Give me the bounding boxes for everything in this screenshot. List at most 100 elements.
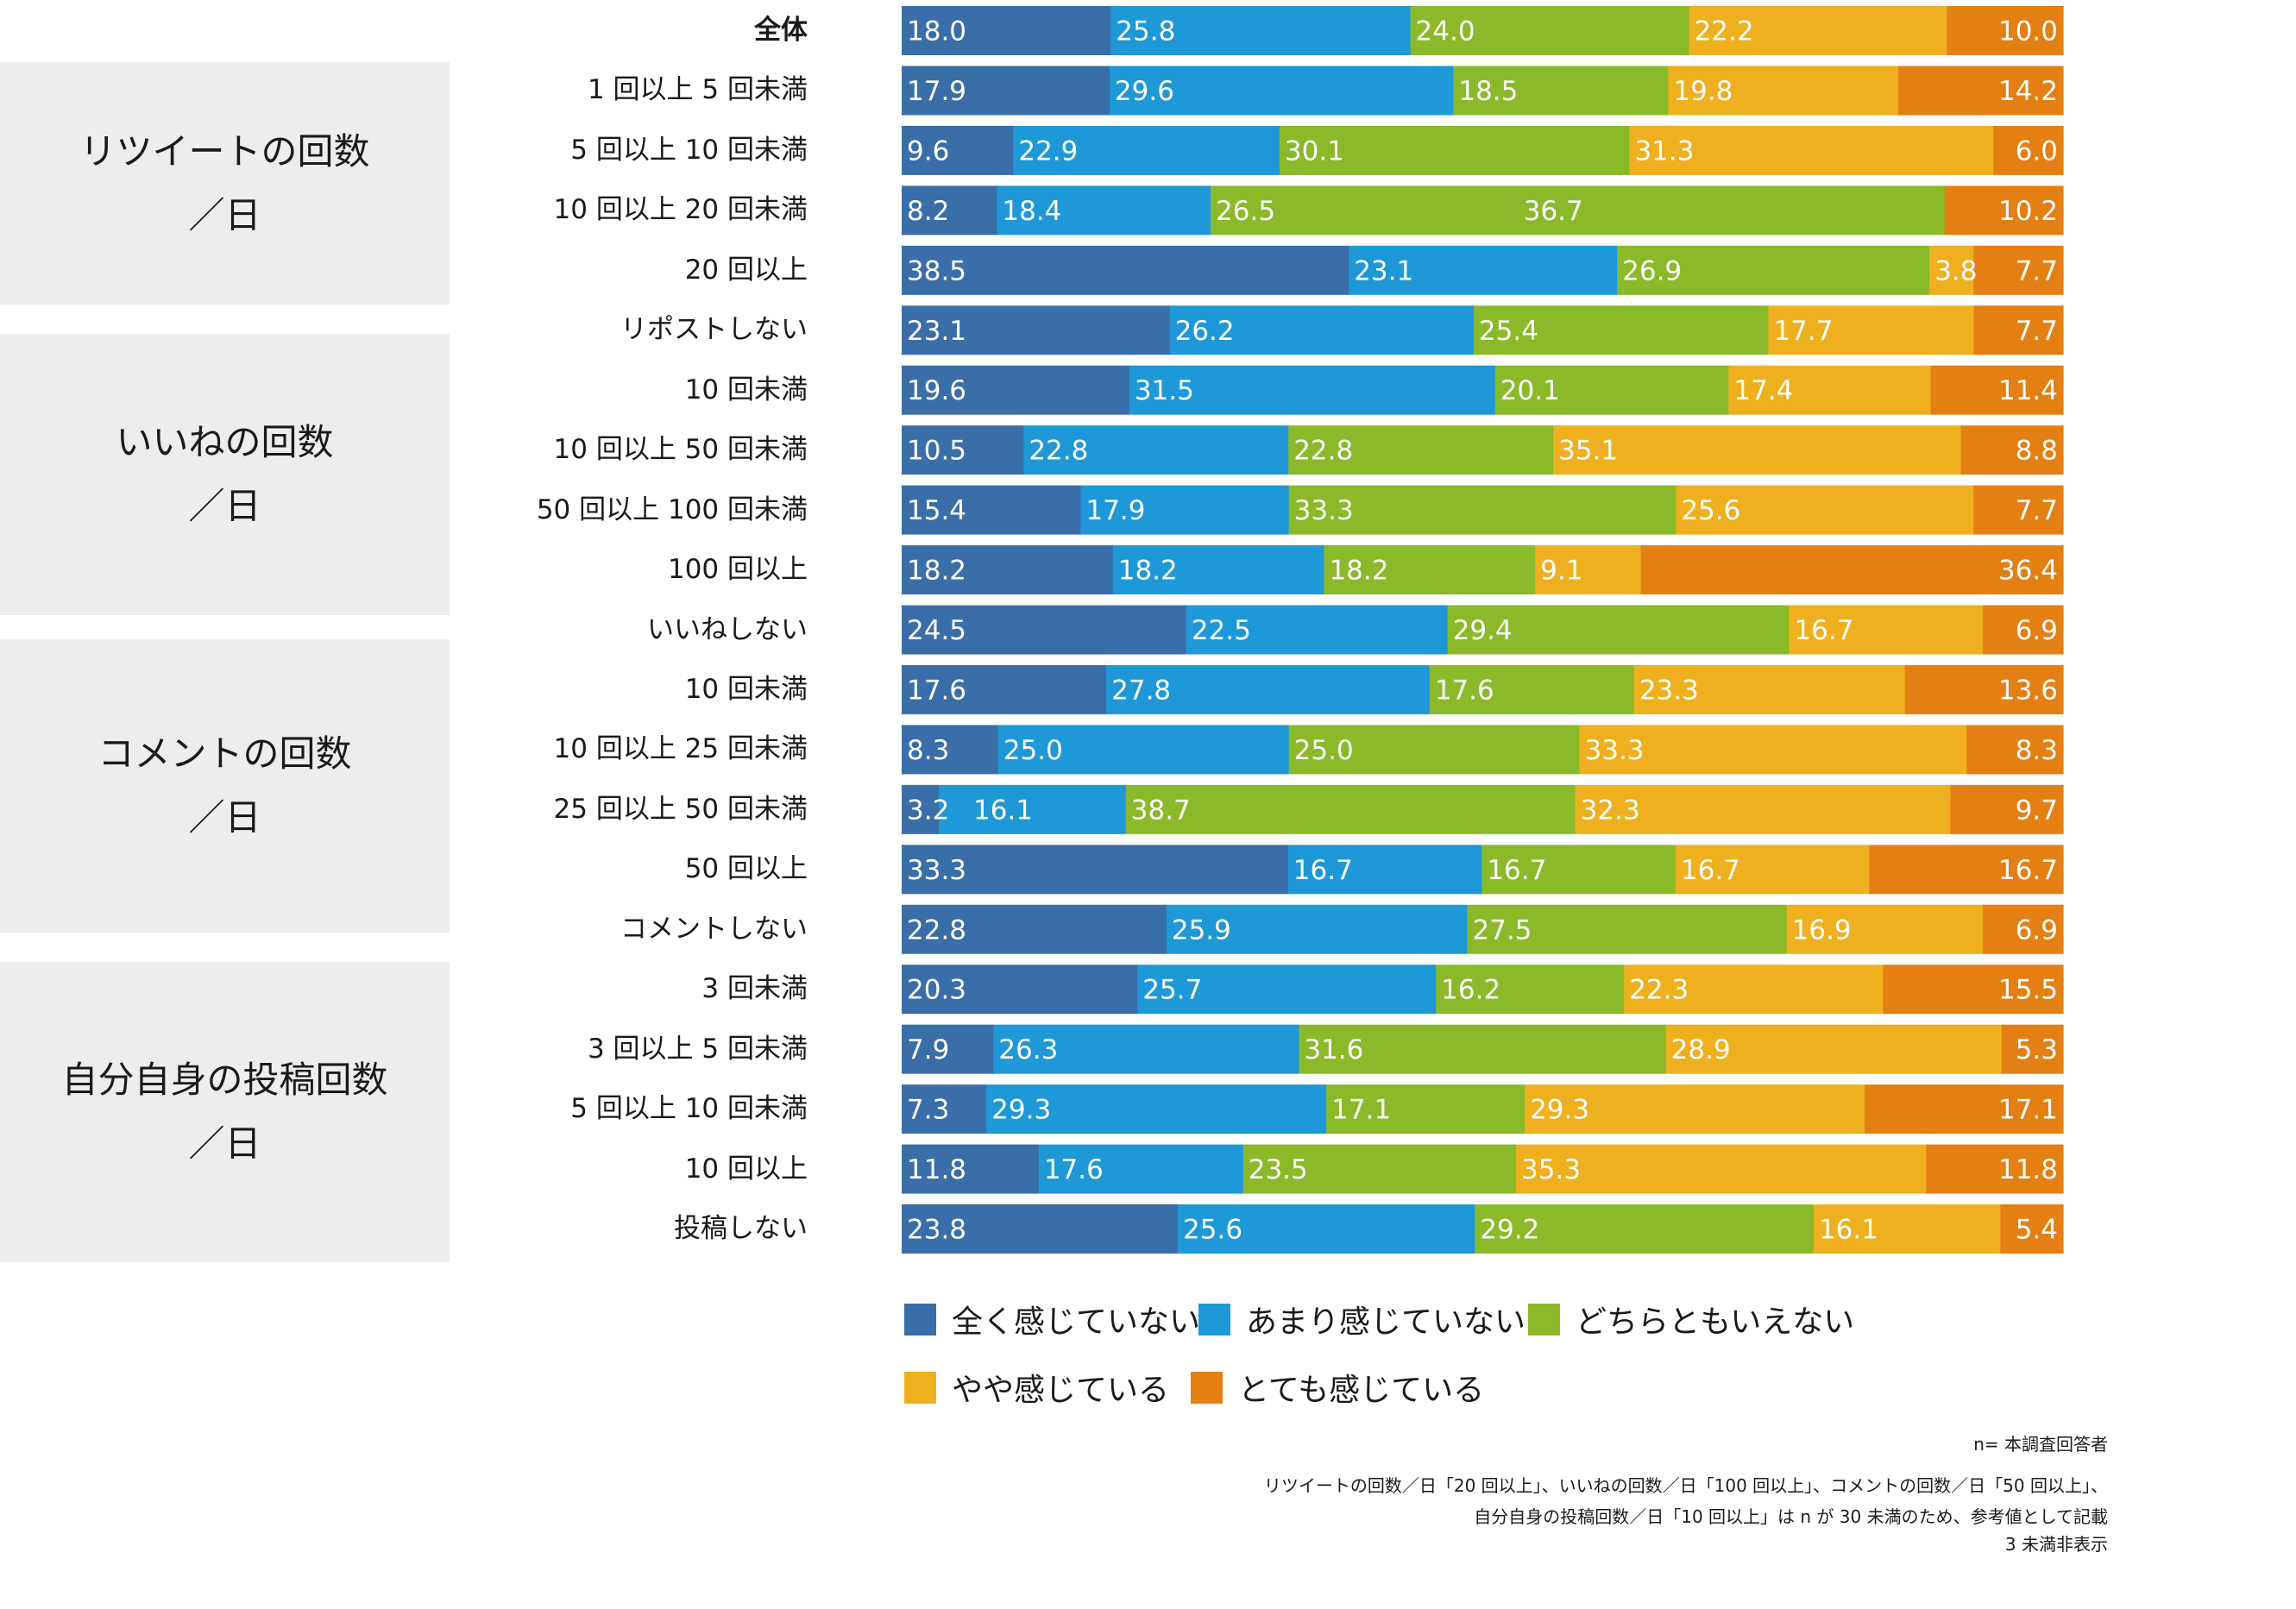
data-label: 35.1 bbox=[1558, 436, 1618, 467]
category-label: 20 回以上 bbox=[684, 254, 808, 286]
data-label: 23.3 bbox=[1639, 675, 1699, 706]
category-label: 全体 bbox=[754, 15, 808, 46]
bar-row: 3.2 16.1 38.7 32.3 9.7 bbox=[902, 784, 2064, 834]
bar-segment bbox=[1475, 1204, 1815, 1254]
bar-segment bbox=[1689, 6, 1947, 55]
legend-item: 全く感じていない bbox=[904, 1297, 1200, 1342]
bar-row: 22.8 25.9 27.5 16.9 6.9 bbox=[902, 904, 2064, 954]
bar-segment bbox=[1288, 485, 1676, 535]
bar-row: 38.5 23.1 26.9 3.8 7.7 bbox=[902, 245, 2064, 295]
bar-row: 33.3 16.7 16.7 16.7 16.7 bbox=[902, 845, 2064, 895]
bar-segment bbox=[902, 305, 1171, 355]
bar-segment bbox=[1973, 245, 2064, 295]
bar-segment bbox=[997, 185, 1211, 236]
bar-row: 17.9 29.6 18.5 19.8 14.2 bbox=[902, 66, 2064, 116]
bar-segment bbox=[902, 185, 997, 236]
data-label: 18.0 bbox=[907, 16, 966, 47]
data-label: 22.9 bbox=[1018, 135, 1078, 167]
bar-segment bbox=[902, 66, 1110, 116]
bar-segment bbox=[1518, 185, 1946, 236]
data-label: 8.3 bbox=[907, 735, 949, 766]
data-label: 18.2 bbox=[1118, 556, 1178, 587]
bar-segment bbox=[1288, 425, 1554, 475]
category-label: 50 回以上 100 回未満 bbox=[536, 493, 808, 525]
data-label: 36.7 bbox=[1524, 196, 1583, 227]
bar-row: 17.6 27.8 17.6 23.3 13.6 bbox=[902, 664, 2064, 714]
bar-segment bbox=[993, 1024, 1299, 1074]
data-label: 33.3 bbox=[1294, 495, 1354, 526]
bar-row: 24.5 22.5 29.4 16.7 6.9 bbox=[902, 605, 2064, 655]
bar-segment bbox=[902, 6, 1111, 55]
data-label: 8.2 bbox=[907, 196, 949, 227]
data-label: 16.7 bbox=[1794, 615, 1853, 646]
data-label: 11.8 bbox=[1998, 1154, 2058, 1185]
data-label: 11.8 bbox=[907, 1154, 966, 1185]
bar-segment bbox=[902, 784, 940, 834]
bar-segment bbox=[1947, 6, 2064, 55]
bar-segment bbox=[1125, 784, 1576, 834]
bar-segment bbox=[1038, 1144, 1244, 1194]
data-label: 22.5 bbox=[1192, 615, 1251, 646]
data-label: 22.8 bbox=[1028, 436, 1088, 467]
data-label: 5.4 bbox=[2016, 1215, 2058, 1246]
data-label: 17.9 bbox=[1085, 495, 1145, 526]
bar-segment bbox=[1166, 904, 1469, 954]
data-label: 29.3 bbox=[991, 1095, 1051, 1126]
data-label: 18.2 bbox=[907, 556, 966, 587]
legend-item: とても感じている bbox=[1191, 1365, 1484, 1410]
bar-segment bbox=[939, 784, 1127, 834]
category-label: 10 回以上 20 回未満 bbox=[553, 194, 808, 226]
bar-segment bbox=[1930, 365, 2064, 415]
bar-segment bbox=[1494, 365, 1729, 415]
data-label: 28.9 bbox=[1671, 1034, 1731, 1065]
data-label: 19.8 bbox=[1673, 76, 1733, 107]
bar-row: 23.1 26.2 25.4 17.7 7.7 bbox=[902, 305, 2064, 355]
data-label: 15.5 bbox=[1998, 975, 2058, 1006]
bar-row: 9.6 22.9 30.1 31.3 6.0 bbox=[902, 125, 2064, 175]
bar-segment bbox=[1904, 664, 2064, 714]
bar-segment bbox=[902, 664, 1107, 714]
data-label: 25.6 bbox=[1681, 495, 1740, 526]
data-label: 25.6 bbox=[1183, 1215, 1242, 1246]
bar-segment bbox=[1640, 545, 2064, 595]
bar-segment bbox=[1287, 845, 1482, 895]
data-label: 29.6 bbox=[1115, 76, 1174, 107]
bar-row: 15.4 17.9 33.3 25.6 7.7 bbox=[902, 485, 2064, 535]
bar-segment bbox=[1676, 485, 1974, 535]
data-label: 7.3 bbox=[907, 1095, 949, 1126]
legend-label: とても感じている bbox=[1238, 1373, 1485, 1408]
bar-segment bbox=[2001, 1024, 2064, 1074]
legend-swatch bbox=[904, 1303, 936, 1336]
legend-label: どちらともいえない bbox=[1576, 1304, 1855, 1340]
data-label: 30.1 bbox=[1285, 135, 1344, 167]
data-label: 16.7 bbox=[1487, 855, 1546, 886]
data-label: 6.9 bbox=[2016, 615, 2058, 646]
bar-segment bbox=[1897, 66, 2064, 116]
group-title: ／日 bbox=[188, 485, 261, 527]
bar-row: 11.8 17.6 23.5 35.3 11.8 bbox=[902, 1144, 2064, 1194]
bar-segment bbox=[1813, 1204, 2001, 1254]
bar-segment bbox=[1447, 605, 1790, 655]
data-label: 16.1 bbox=[973, 795, 1033, 826]
bar-segment bbox=[1137, 965, 1437, 1015]
bar-segment bbox=[1473, 305, 1770, 355]
data-label: 5.3 bbox=[2016, 1034, 2058, 1065]
data-label: 16.9 bbox=[1792, 914, 1852, 946]
category-label: 10 回未満 bbox=[684, 673, 808, 705]
bar-segment bbox=[1579, 725, 1967, 775]
data-label: 6.0 bbox=[2016, 135, 2058, 167]
bar-segment bbox=[1865, 1084, 2064, 1134]
bar-segment bbox=[1109, 66, 1454, 116]
category-label: 10 回以上 50 回未満 bbox=[553, 434, 808, 466]
category-label: 10 回以上 25 回未満 bbox=[553, 733, 808, 765]
data-label: 38.7 bbox=[1131, 795, 1191, 826]
category-label: 25 回以上 50 回未満 bbox=[553, 793, 808, 825]
bar-segment bbox=[1944, 185, 2064, 236]
category-label: 3 回未満 bbox=[701, 973, 808, 1005]
category-label: 1 回以上 5 回未満 bbox=[587, 74, 808, 106]
data-label: 17.1 bbox=[1331, 1095, 1391, 1126]
data-label: 24.5 bbox=[907, 615, 966, 646]
bar-segment bbox=[1326, 1084, 1525, 1134]
bar-segment bbox=[902, 1204, 1179, 1254]
bar-row: 8.2 18.4 26.5 36.7 10.2 bbox=[902, 185, 2064, 236]
